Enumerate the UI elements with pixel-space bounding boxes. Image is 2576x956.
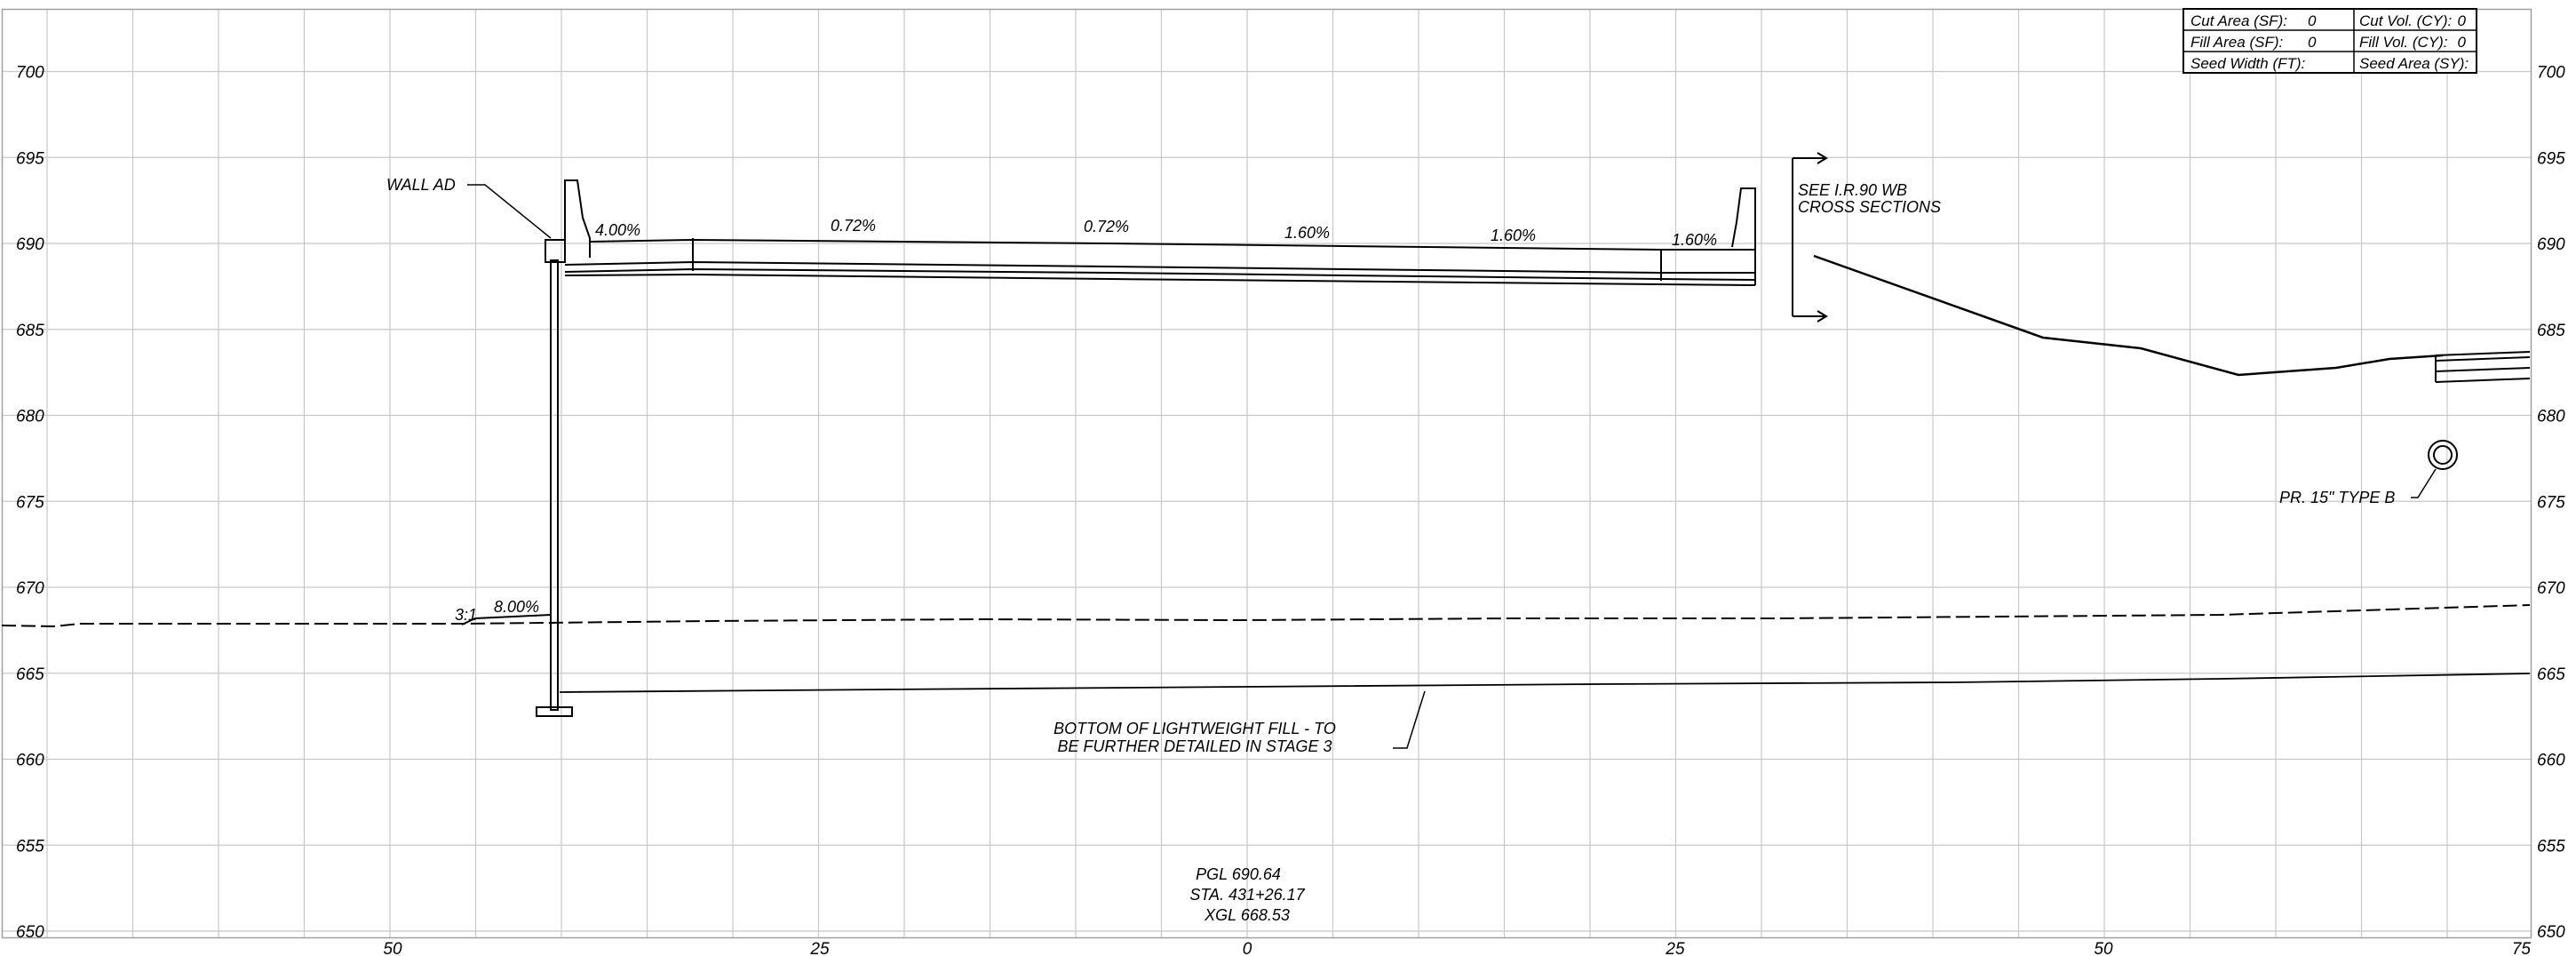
y-axis-right: 700 695 690 685 680 675 670 665 660 655 650 [2537, 64, 2565, 943]
y-tick-label-left: 685 [16, 322, 44, 340]
embankment-slope [461, 614, 552, 625]
left-barrier [564, 179, 591, 258]
existing-ground-right [1813, 254, 2444, 377]
fill-note-line2: BE FURTHER DETAILED IN STAGE 3 [1057, 737, 1332, 755]
x-axis: 50 25 0 25 50 75 [383, 940, 2531, 956]
slope-label-6: 1.60% [1672, 231, 1717, 249]
pipe-leader [2411, 468, 2437, 498]
x-tick-label: 75 [2512, 940, 2532, 956]
fill-area-value: 0 [2308, 34, 2317, 51]
existing-ground-line [1, 604, 2531, 628]
slope-label-2: 0.72% [831, 217, 876, 235]
plot-border [1, 8, 2532, 939]
y-tick-label-right: 660 [2537, 752, 2565, 770]
xgl-label: XGL 668.53 [1204, 906, 1290, 924]
slope-label-3: 0.72% [1084, 218, 1129, 235]
y-tick-label-left: 675 [16, 493, 44, 512]
y-tick-label-right: 665 [2537, 665, 2565, 684]
cut-area-value: 0 [2308, 12, 2317, 29]
fill-vol-label: Fill Vol. (CY): [2359, 34, 2448, 51]
x-tick-label: 50 [2094, 940, 2113, 956]
see-reference-line2: CROSS SECTIONS [1798, 198, 1941, 216]
fill-vol-value: 0 [2458, 34, 2467, 51]
y-tick-label-right: 650 [2537, 923, 2565, 942]
lightweight-fill-bottom-line [559, 673, 2531, 693]
y-tick-label-right: 680 [2537, 408, 2565, 426]
y-tick-label-right: 700 [2537, 64, 2565, 83]
x-tick-label: 50 [383, 940, 402, 956]
y-axis-left: 700 695 690 685 680 675 670 665 660 655 650 [16, 64, 44, 943]
cut-vol-value: 0 [2458, 12, 2467, 29]
y-tick-label-right: 685 [2537, 322, 2565, 340]
y-tick-label-left: 690 [16, 235, 44, 254]
retaining-wall [536, 239, 573, 717]
embankment-ratio-label: 3:1 [455, 606, 477, 624]
x-tick-label: 25 [1665, 940, 1685, 956]
grid [2, 9, 2532, 938]
slope-label-1: 4.00% [595, 221, 640, 239]
y-tick-label-left: 700 [16, 64, 44, 83]
pipe-circle [2428, 440, 2458, 470]
section-reference-marker [1792, 152, 1828, 323]
y-tick-label-right: 695 [2537, 149, 2565, 168]
pipe-label: PR. 15" TYPE B [2279, 489, 2395, 506]
seed-width-label: Seed Width (FT): [2190, 55, 2306, 72]
fill-area-label: Fill Area (SF): [2190, 34, 2283, 51]
fill-note-line1: BOTTOM OF LIGHTWEIGHT FILL - TO [1053, 720, 1336, 737]
y-tick-label-left: 670 [16, 579, 44, 598]
y-tick-label-right: 675 [2537, 493, 2565, 512]
quantities-table: Cut Area (SF): 0 Cut Vol. (CY): 0 Fill A… [2182, 8, 2477, 74]
y-tick-label-left: 695 [16, 149, 44, 168]
slope-label-4: 1.60% [1284, 224, 1330, 242]
x-tick-label: 0 [1243, 940, 1252, 956]
y-tick-label-left: 660 [16, 752, 44, 770]
y-tick-label-left: 680 [16, 408, 44, 426]
y-tick-label-right: 670 [2537, 579, 2565, 598]
see-reference-line1: SEE I.R.90 WB [1798, 181, 1907, 199]
y-tick-label-right: 655 [2537, 837, 2565, 856]
embankment-slope-label: 8.00% [494, 598, 539, 616]
pgl-label: PGL 690.64 [1196, 865, 1281, 883]
seed-area-label: Seed Area (SY): [2359, 55, 2469, 72]
cut-area-label: Cut Area (SF): [2190, 12, 2287, 29]
y-tick-label-left: 650 [16, 923, 44, 942]
y-tick-label-left: 665 [16, 665, 44, 684]
x-tick-label: 25 [809, 940, 830, 956]
slope-label-5: 1.60% [1491, 227, 1536, 244]
y-tick-label-right: 690 [2537, 235, 2565, 254]
y-tick-label-left: 655 [16, 837, 44, 856]
right-barrier [1731, 187, 1756, 249]
wall-label: WALL AD [386, 176, 456, 194]
cut-vol-label: Cut Vol. (CY): [2359, 12, 2453, 29]
proposed-pavement [564, 238, 1756, 286]
pavement-right [2435, 351, 2531, 383]
station-label: STA. 431+26.17 [1189, 886, 1305, 904]
wall-leader [467, 184, 552, 239]
fill-leader [1393, 690, 1426, 749]
